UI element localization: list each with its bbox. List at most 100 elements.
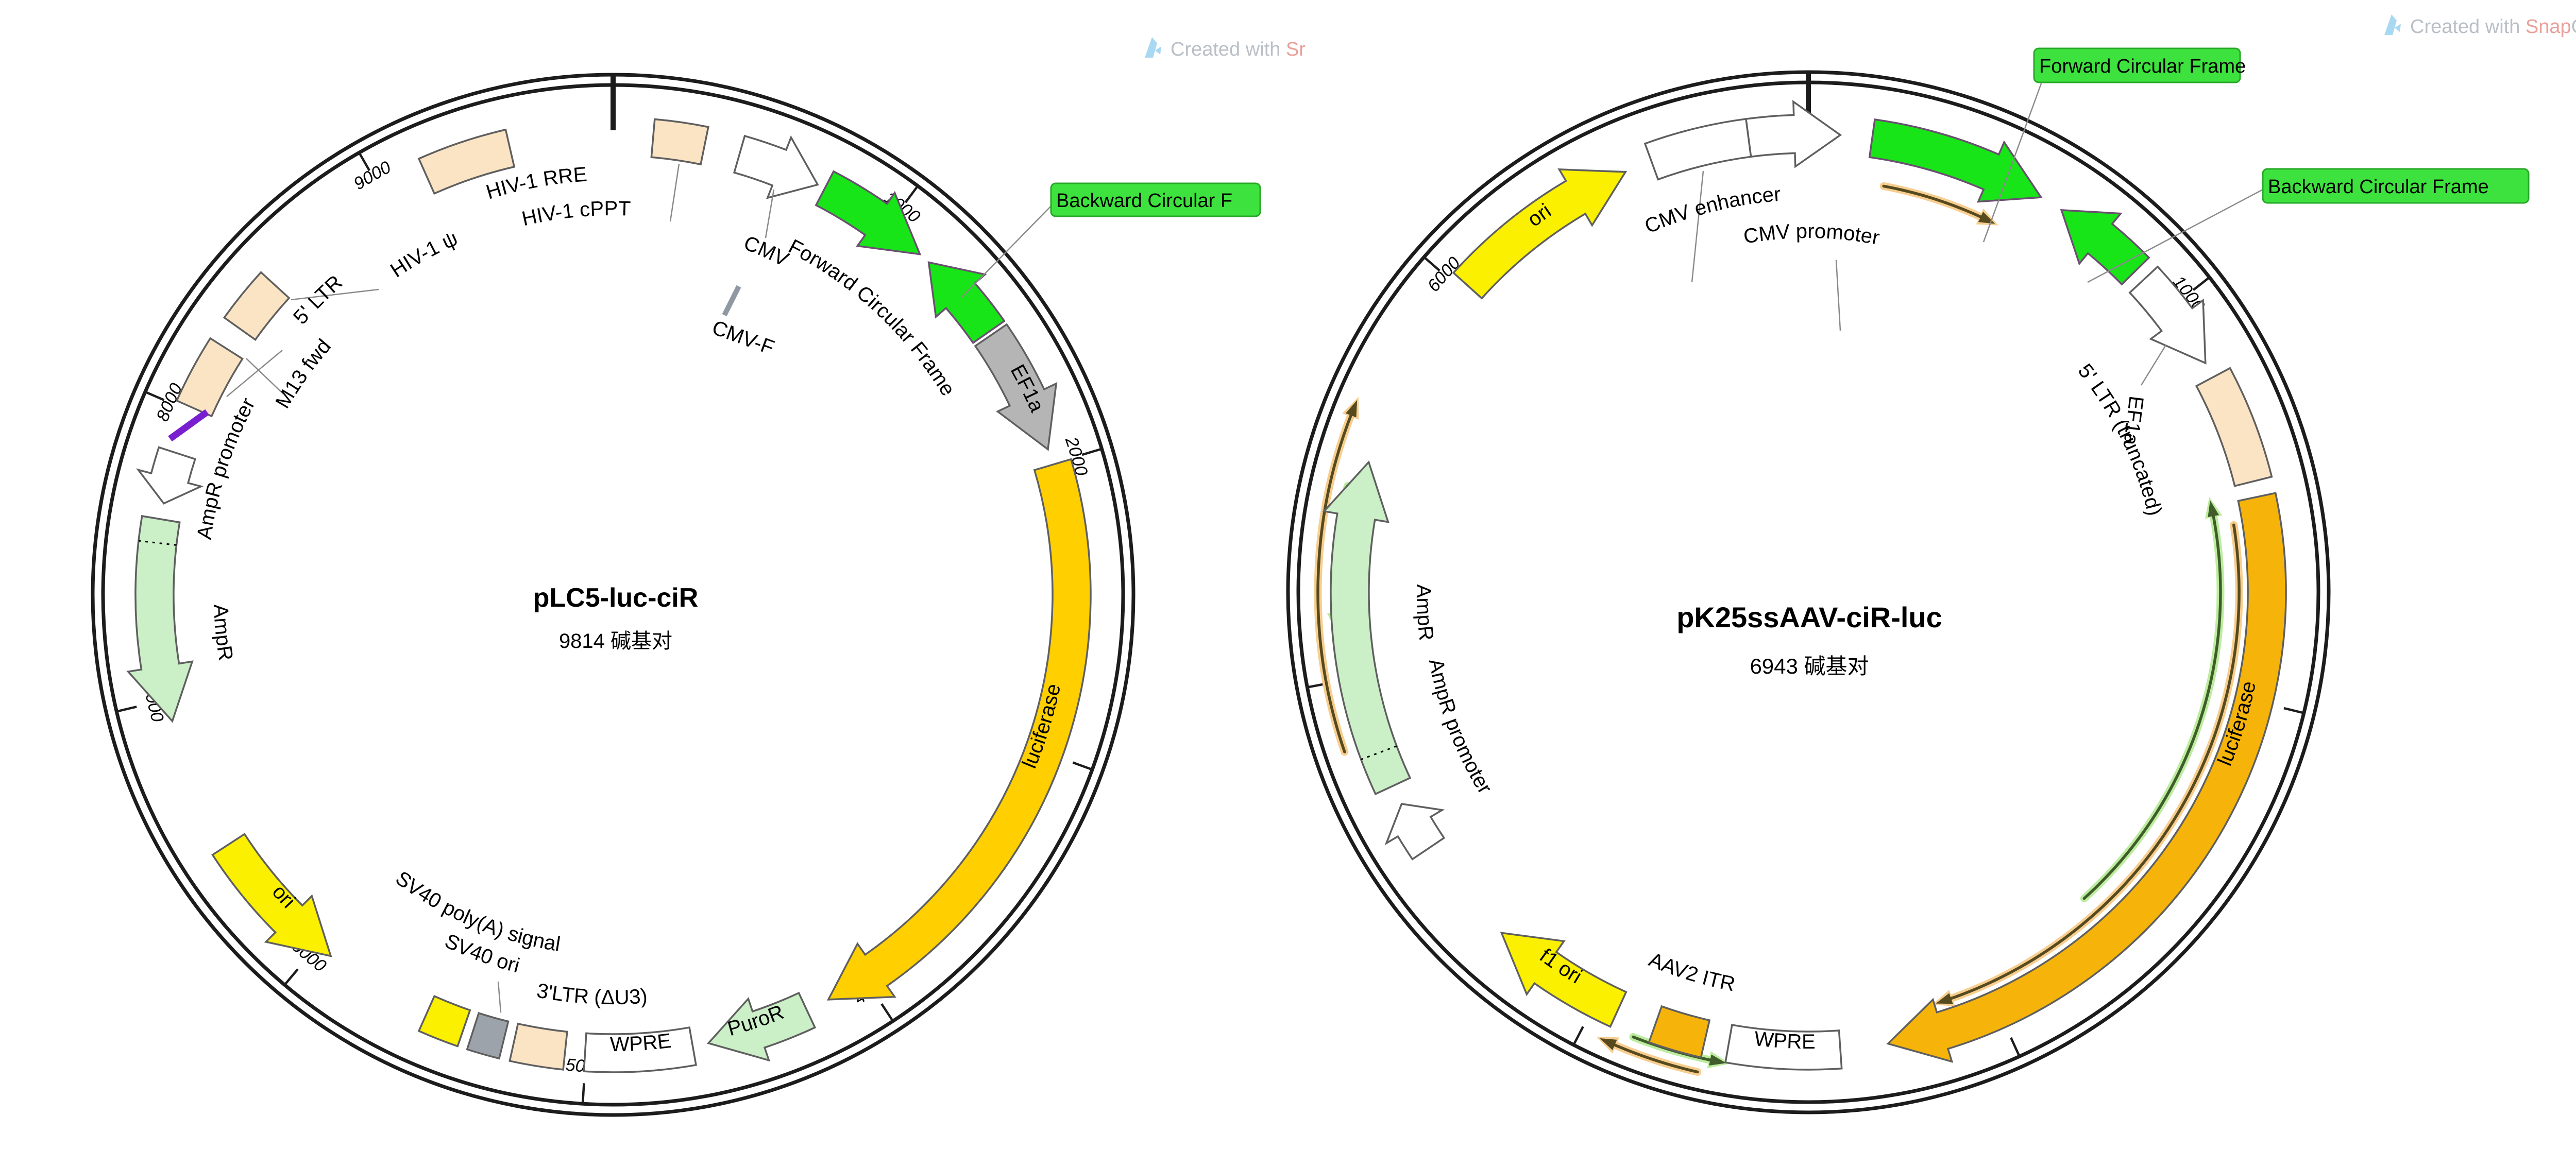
label-ampr-promoter: AmpR promoter — [1425, 657, 1496, 798]
plasmid-pK25ssAAV-ciR-luc: 100020003000400050006000oriCMV enhancerC… — [1286, 47, 2530, 1114]
read-top-core — [1882, 184, 1985, 219]
leader-line-5 — [226, 350, 283, 397]
leader-line-3 — [1691, 170, 1704, 283]
label-aav2-itr: AAV2 ITR — [1646, 948, 1737, 996]
read-luc-orange-head — [1936, 993, 1953, 1004]
tick-9000 — [359, 153, 370, 171]
highlight-label-0: Forward Circular Frame — [2039, 56, 2246, 77]
read-luc-orange-core — [1947, 523, 2241, 1001]
read-bottom-orange-head — [1599, 1038, 1617, 1051]
label-hiv-1-cppt: HIV-1 cPPT — [520, 197, 631, 230]
feature-backward-circular-frame — [927, 261, 1006, 345]
tick-8000 — [145, 391, 165, 401]
feature-cmv — [733, 134, 819, 199]
feature-3ltr-du3 — [509, 1022, 568, 1071]
label-m13-fwd: M13 fwd — [271, 335, 335, 412]
label-cmv: CMV — [741, 232, 792, 271]
read-ampr-orange-core — [1316, 411, 1353, 753]
highlight-label-0: Backward Circular F — [1056, 190, 1232, 212]
read-luc-green-head — [2208, 500, 2219, 518]
feature-sv40-ori — [466, 1011, 510, 1060]
tick-label-9000: 9000 — [350, 157, 394, 194]
plasmid-size-bp: 6943 碱基对 — [1750, 654, 1869, 678]
leader-line-1 — [669, 163, 680, 222]
label-ampr: AmpR — [209, 604, 237, 662]
feature-f1-ori — [1500, 932, 1628, 1028]
watermark-text: Created with SnapGene® — [2410, 16, 2576, 38]
feature-puror — [706, 991, 817, 1062]
tick-3000 — [1072, 761, 1092, 770]
feature-ampr — [1322, 460, 1412, 796]
plasmid-title: pLC5-luc-ciR — [533, 583, 699, 613]
feature-hiv1-cppt — [650, 118, 709, 166]
label-ampr: AmpR — [1412, 584, 1438, 642]
plasmid-pLC5-luc-ciR: 100020003000400050006000700080009000HIV-… — [91, 73, 1261, 1117]
plasmid-size-bp: 9814 碱基对 — [559, 630, 672, 653]
feature-ampr-promoter — [135, 446, 204, 505]
feature-ef1a — [974, 323, 1058, 451]
label-cmv-f: CMV-F — [709, 316, 777, 359]
label-5-ltr: 5' LTR — [289, 271, 347, 329]
tick-3000 — [2010, 1037, 2020, 1056]
leader-line-0 — [1982, 83, 2042, 243]
feature-ef1a — [2128, 265, 2207, 365]
tick-1000 — [904, 186, 919, 203]
tick-6000 — [284, 968, 299, 985]
feature-luciferase — [1886, 492, 2287, 1063]
feature-forward-circular-frame — [1868, 118, 2043, 203]
feature-forward-circular-frame — [815, 170, 922, 255]
snapgene-logo-icon — [2384, 14, 2397, 35]
feature-wpre — [1724, 1024, 1843, 1071]
tick-4000 — [880, 1003, 893, 1021]
highlight-label-1: Backward Circular Frame — [2268, 176, 2489, 198]
leader-line-1 — [2087, 187, 2265, 283]
label-3-ltr-u3-: 3'LTR (ΔU3) — [535, 979, 648, 1009]
label-cmv-promoter: CMV promoter — [1742, 220, 1882, 249]
feature-aav2-itr — [1648, 1005, 1711, 1059]
feature-5ltr-truncated — [2195, 367, 2273, 487]
plasmid-title: pK25ssAAV-ciR-luc — [1676, 601, 1942, 633]
feature-ampr — [126, 514, 194, 723]
cmv-f-primer-bar — [722, 285, 741, 317]
snapgene-logo-icon-accent — [1155, 46, 1161, 55]
leader-line-4 — [246, 358, 284, 394]
tick-2000 — [1081, 448, 1101, 456]
label-ef1a: EF1a — [2119, 394, 2147, 447]
read-ampr-orange-head — [1345, 400, 1358, 418]
feature-wpre — [583, 1026, 697, 1073]
tick-5000 — [581, 1083, 585, 1103]
snapgene-logo-icon-accent — [2395, 24, 2401, 32]
feature-hiv1-rre — [417, 128, 516, 195]
watermark-left: Created with Sr — [1145, 37, 1306, 60]
label-wpre: WPRE — [610, 1029, 672, 1056]
read-bottom-orange-core — [1611, 1042, 1699, 1074]
leader-line-3 — [497, 981, 502, 1013]
tick-4000 — [1573, 1026, 1584, 1045]
highlight-box-backward-circular-frame — [2262, 168, 2530, 204]
leader-line-2 — [765, 189, 775, 238]
highlight-box-backward-circular-f — [1050, 182, 1261, 217]
watermark-text: Created with Sr — [1171, 39, 1306, 60]
tick-2000 — [2283, 707, 2303, 714]
snapgene-logo-icon — [1145, 37, 1157, 58]
leader-line-0 — [961, 204, 1053, 298]
feature-backward-circular-frame — [2060, 209, 2150, 286]
m13-fwd-primer-bar — [168, 409, 209, 442]
watermark-right: Created with SnapGene® — [2384, 14, 2576, 38]
feature-ori — [1452, 168, 1628, 300]
tick-1000 — [2192, 277, 2210, 291]
label-hiv-1-: HIV-1 ψ — [386, 227, 461, 282]
feature-luciferase — [826, 458, 1092, 1001]
label-forward-circular-frame: Forward Circular Frame — [785, 235, 959, 400]
feature-ampr-promoter — [1384, 803, 1446, 861]
read-bottom-green-head — [1709, 1054, 1726, 1066]
leader-line-6 — [291, 288, 379, 301]
feature-cmv-promoter — [1745, 99, 1842, 168]
leader-line-2 — [2140, 345, 2167, 386]
feature-cmv-enhancer — [1643, 117, 1752, 181]
highlight-box-forward-circular-frame — [2033, 47, 2241, 83]
tick-6000 — [1424, 256, 1440, 272]
tick-7000 — [117, 706, 137, 713]
